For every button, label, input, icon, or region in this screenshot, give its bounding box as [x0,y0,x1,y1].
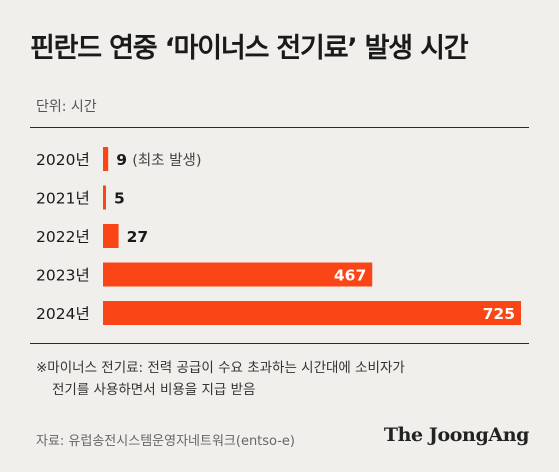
footnote-line-2: 전기를 사용하면서 비용을 지급 받음 [52,382,256,398]
category-label: 2020년 [36,151,90,169]
value-label: 27 [127,228,149,246]
chart-title: 핀란드 연중 ‘마이너스 전기료’ 발생 시간 [30,33,469,64]
value-label: 5 [114,190,125,208]
brand-logo: The JoongAng [383,424,530,446]
bar [103,147,109,171]
category-label: 2023년 [36,267,90,285]
footnote: ※마이너스 전기료: 전력 공급이 수요 초과하는 시간대에 소비자가 전기를 … [36,357,405,401]
value-label: 725 [483,305,515,323]
bar [103,262,373,287]
category-label: 2021년 [36,190,90,208]
source-text: 자료: 유럽송전시스템운영자네트워크(entso-e) [36,434,296,449]
bar [103,224,119,248]
bottom-rule [30,343,529,344]
unit-label: 단위: 시간 [36,99,97,115]
category-label: 2022년 [36,228,90,246]
value-label: 467 [334,267,366,285]
bar-annotation: (최초 발생) [132,152,201,169]
value-label: 9 [116,151,127,169]
top-rule [30,127,529,128]
bar [103,185,106,210]
bar [103,301,521,325]
footnote-line-1: ※마이너스 전기료: 전력 공급이 수요 초과하는 시간대에 소비자가 [36,360,405,376]
category-label: 2024년 [36,305,90,323]
